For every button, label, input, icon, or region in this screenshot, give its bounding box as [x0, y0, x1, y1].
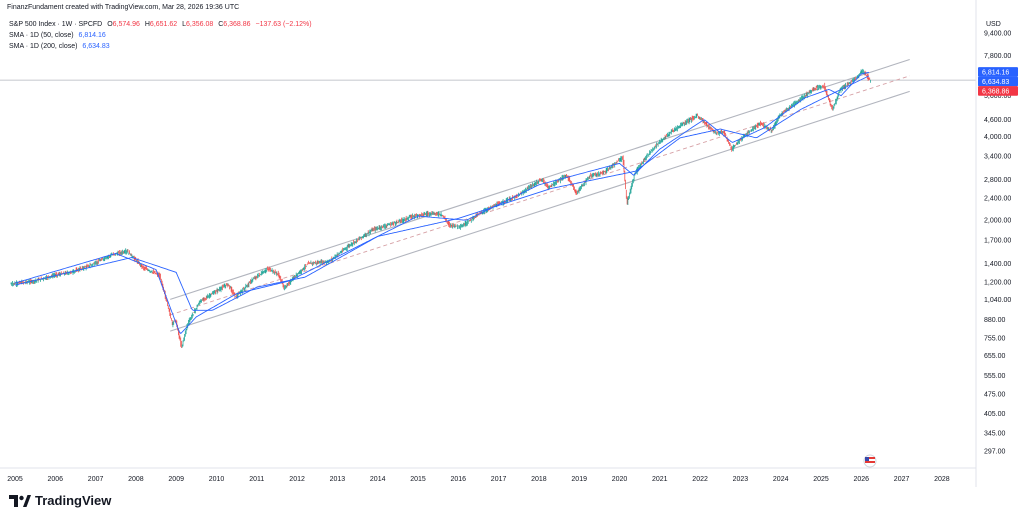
time-tick-label: 2007: [88, 476, 104, 483]
price-tick-label: 655.00: [984, 353, 1006, 360]
legend-sma50-row[interactable]: SMA · 1D (50, close) 6,814.16: [9, 30, 312, 41]
time-tick-label: 2018: [531, 476, 547, 483]
legend-sma200-row[interactable]: SMA · 1D (200, close) 6,634.83: [9, 41, 312, 52]
legend-sma200-value: 6,634.83: [82, 43, 110, 50]
price-tick-label: 1,400.00: [984, 261, 1011, 268]
channel-mid-line: [170, 75, 910, 316]
chart-series: [10, 68, 871, 348]
tradingview-logo-text: TradingView: [35, 493, 112, 508]
price-tick-label: 5,600.00: [984, 93, 1011, 100]
legend-symbol[interactable]: S&P 500 Index · 1W · SPCFD: [9, 21, 103, 28]
price-badges: 6,814.16 6,634.83 6,368.86: [978, 67, 1018, 96]
chart-legend: S&P 500 Index · 1W · SPCFD O6,574.96 H6,…: [9, 19, 312, 52]
time-tick-label: 2015: [410, 476, 426, 483]
legend-change: −137.63 (−2.12%): [255, 21, 312, 28]
legend-close: 6,368.86: [223, 21, 251, 28]
tradingview-logo-icon: [9, 494, 31, 507]
price-badge: [978, 86, 1018, 96]
time-tick-label: 2016: [451, 476, 467, 483]
time-tick-label: 2005: [7, 476, 23, 483]
legend-high-label: H: [144, 21, 150, 28]
time-tick-label: 2020: [612, 476, 628, 483]
legend-ohlc-row: S&P 500 Index · 1W · SPCFD O6,574.96 H6,…: [9, 19, 312, 30]
time-tick-label: 2008: [128, 476, 144, 483]
time-tick-label: 2025: [813, 476, 829, 483]
time-tick-label: 2027: [894, 476, 910, 483]
time-tick-label: 2012: [289, 476, 305, 483]
time-tick-label: 2009: [168, 476, 184, 483]
price-tick-label: 755.00: [984, 336, 1006, 343]
price-tick-label: 2,400.00: [984, 196, 1011, 203]
time-tick-label: 2024: [773, 476, 789, 483]
time-tick-label: 2006: [48, 476, 64, 483]
price-tick-label: 9,400.00: [984, 31, 1011, 38]
legend-close-label: C: [218, 21, 224, 28]
time-tick-label: 2021: [652, 476, 668, 483]
legend-high: 6,651.62: [149, 21, 178, 28]
price-badge-label: 6,634.83: [982, 79, 1009, 86]
price-badge: [978, 76, 1018, 87]
time-tick-label: 2028: [934, 476, 950, 483]
price-tick-label: 1,700.00: [984, 237, 1011, 244]
sma50-line: [14, 71, 870, 335]
price-tick-label: 2,000.00: [984, 218, 1011, 225]
price-tick-label: 4,600.00: [984, 117, 1011, 124]
time-axis[interactable]: 2005 2006 2007 2008 2009 2010 2011 2012 2013 2014…: [7, 476, 950, 483]
time-tick-label: 2023: [733, 476, 749, 483]
price-tick-label: 880.00: [984, 317, 1006, 324]
flag-icon[interactable]: [863, 454, 877, 468]
price-badge: [978, 67, 1018, 77]
price-tick-label: 7,800.00: [984, 53, 1011, 60]
price-tick-label: 1,040.00: [984, 297, 1011, 304]
legend-sma200-label: SMA · 1D (200, close): [9, 43, 78, 50]
channel-lower-line: [170, 90, 910, 332]
chart-credit: FinanzFundament created with TradingView…: [7, 4, 240, 11]
legend-low-label: L: [182, 21, 187, 28]
legend-sma50-label: SMA · 1D (50, close): [9, 32, 74, 39]
time-tick-label: 2011: [249, 476, 264, 483]
price-tick-label: 405.00: [984, 411, 1006, 418]
price-tick-label: 4,000.00: [984, 134, 1011, 141]
legend-open-label: O: [107, 21, 113, 28]
price-tick-label: 3,400.00: [984, 154, 1011, 161]
tradingview-logo[interactable]: TradingView: [9, 493, 111, 508]
price-axis[interactable]: 9,400.00 7,800.00 5,600.00 4,600.00 4,000.00…: [984, 31, 1011, 456]
time-tick-label: 2010: [209, 476, 225, 483]
price-tick-label: 555.00: [984, 373, 1006, 380]
sma200-line: [14, 75, 870, 311]
price-tick-label: 1,200.00: [984, 280, 1011, 287]
legend-low: 6,356.08: [186, 21, 214, 28]
time-tick-label: 2019: [571, 476, 587, 483]
legend-open: 6,574.96: [112, 21, 140, 28]
price-badge-label: 6,814.16: [982, 69, 1009, 76]
time-tick-label: 2022: [692, 476, 708, 483]
legend-sma50-value: 6,814.16: [78, 32, 106, 39]
time-tick-label: 2017: [491, 476, 507, 483]
price-tick-label: 345.00: [984, 430, 1006, 437]
price-tick-label: 2,800.00: [984, 177, 1011, 184]
price-tick-label: 475.00: [984, 392, 1006, 399]
time-tick-label: 2014: [370, 476, 386, 483]
price-badge-label: 6,368.86: [982, 88, 1009, 95]
time-tick-label: 2026: [854, 476, 870, 483]
price-candles: [10, 68, 871, 348]
time-tick-label: 2013: [330, 476, 346, 483]
currency-label[interactable]: USD: [986, 21, 1001, 28]
price-tick-label: 297.00: [984, 449, 1006, 456]
